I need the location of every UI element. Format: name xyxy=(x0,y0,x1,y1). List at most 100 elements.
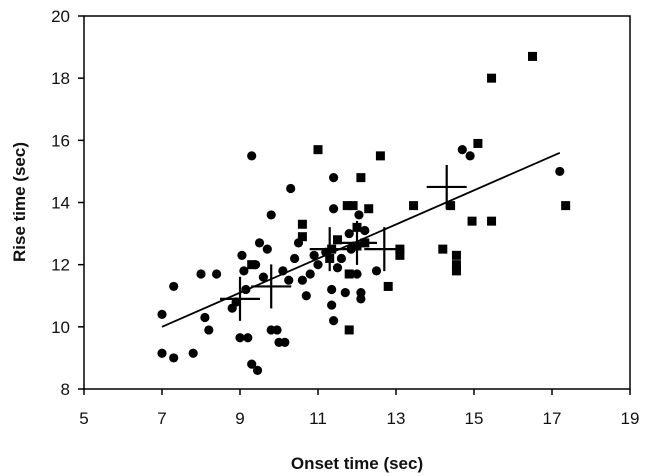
circle-point xyxy=(247,151,257,161)
square-point xyxy=(395,250,405,260)
x-tick-label: 11 xyxy=(309,409,327,428)
x-tick-label: 9 xyxy=(235,409,244,428)
y-axis-title: Rise time (sec) xyxy=(10,142,29,262)
circle-point xyxy=(329,316,339,326)
y-tick-label: 14 xyxy=(51,194,70,213)
circle-point xyxy=(188,348,198,358)
circle-point xyxy=(258,272,268,282)
square-point xyxy=(467,216,477,226)
square-point xyxy=(438,244,448,254)
circle-point xyxy=(266,210,276,220)
circle-point xyxy=(262,244,272,254)
circle-point xyxy=(465,151,475,161)
circle-point xyxy=(157,309,167,319)
y-tick-label: 20 xyxy=(51,7,70,26)
x-tick-label: 15 xyxy=(465,409,484,428)
y-tick-label: 8 xyxy=(61,380,70,399)
circle-point xyxy=(237,250,247,260)
mean-cross-marker xyxy=(309,227,350,272)
circle-point xyxy=(360,225,370,236)
square-point xyxy=(451,266,461,276)
y-tick-label: 16 xyxy=(51,131,70,150)
circle-point xyxy=(354,210,364,220)
circle-point xyxy=(243,333,253,343)
square-point xyxy=(487,216,497,226)
y-tick-label: 10 xyxy=(51,318,70,337)
circle-point xyxy=(239,266,249,276)
circle-point xyxy=(352,269,362,279)
y-tick-label: 18 xyxy=(51,69,70,88)
circle-point xyxy=(301,291,311,301)
square-point xyxy=(333,235,342,245)
mean-cross-marker xyxy=(220,276,260,321)
square-point xyxy=(451,260,461,270)
axis-tick-labels: 5 7 9 11 13 15 17 19 8 10 12 14 16 18 20 xyxy=(51,7,639,428)
circle-point xyxy=(169,353,179,363)
data-markers xyxy=(157,51,571,375)
square-point xyxy=(364,204,374,214)
circle-point xyxy=(297,275,307,285)
circle-point xyxy=(204,325,214,335)
circle-point xyxy=(235,333,245,343)
circle-point xyxy=(336,253,346,264)
mean-cross-marker xyxy=(426,164,467,209)
axis-ticks xyxy=(78,15,631,395)
circle-point xyxy=(327,300,337,310)
square-point xyxy=(342,201,352,211)
circle-point xyxy=(272,325,282,335)
circle-point xyxy=(457,145,467,155)
circle-point xyxy=(278,266,288,276)
mean-cross-marker xyxy=(364,227,405,272)
circle-point xyxy=(252,365,263,375)
square-point xyxy=(446,201,456,211)
x-tick-label: 5 xyxy=(79,409,88,428)
circle-point xyxy=(555,166,565,177)
circle-point xyxy=(344,228,354,239)
square-point xyxy=(487,73,497,83)
circle-point xyxy=(305,269,315,279)
circle-point xyxy=(329,204,339,214)
square-point xyxy=(356,173,366,183)
square-point xyxy=(409,201,419,211)
circle-point xyxy=(329,173,339,183)
x-tick-label: 17 xyxy=(543,409,562,428)
circle-point xyxy=(200,312,210,323)
circle-point xyxy=(196,269,206,279)
square-point xyxy=(561,201,571,211)
x-tick-label: 13 xyxy=(387,409,406,428)
square-point xyxy=(348,201,358,211)
square-point xyxy=(375,151,385,161)
x-tick-label: 19 xyxy=(621,409,640,428)
square-point xyxy=(313,145,323,155)
square-point xyxy=(297,219,307,229)
circle-point xyxy=(371,266,382,276)
circle-point xyxy=(247,359,257,369)
circle-point xyxy=(313,260,323,270)
circle-point xyxy=(284,275,294,285)
square-point xyxy=(473,138,483,148)
circle-point xyxy=(286,183,296,194)
square-point xyxy=(383,281,393,291)
x-axis-title: Onset time (sec) xyxy=(291,454,423,473)
circle-point xyxy=(309,250,319,260)
square-point xyxy=(297,232,307,242)
circle-point xyxy=(327,284,337,295)
mean-cross-marker xyxy=(251,264,292,309)
circle-point xyxy=(212,269,222,279)
square-point xyxy=(451,250,461,260)
square-point xyxy=(528,51,537,61)
circle-point xyxy=(332,263,343,273)
circle-point xyxy=(290,253,300,264)
circle-point xyxy=(169,281,179,292)
circle-point xyxy=(340,288,350,298)
square-point xyxy=(344,325,354,335)
square-point xyxy=(247,260,257,270)
square-point xyxy=(344,269,354,279)
y-tick-label: 12 xyxy=(51,256,70,275)
circle-point xyxy=(280,337,290,347)
circle-point xyxy=(254,238,265,248)
x-tick-label: 7 xyxy=(157,409,166,428)
circle-point xyxy=(157,348,167,358)
mean-cross-marker xyxy=(337,220,377,265)
